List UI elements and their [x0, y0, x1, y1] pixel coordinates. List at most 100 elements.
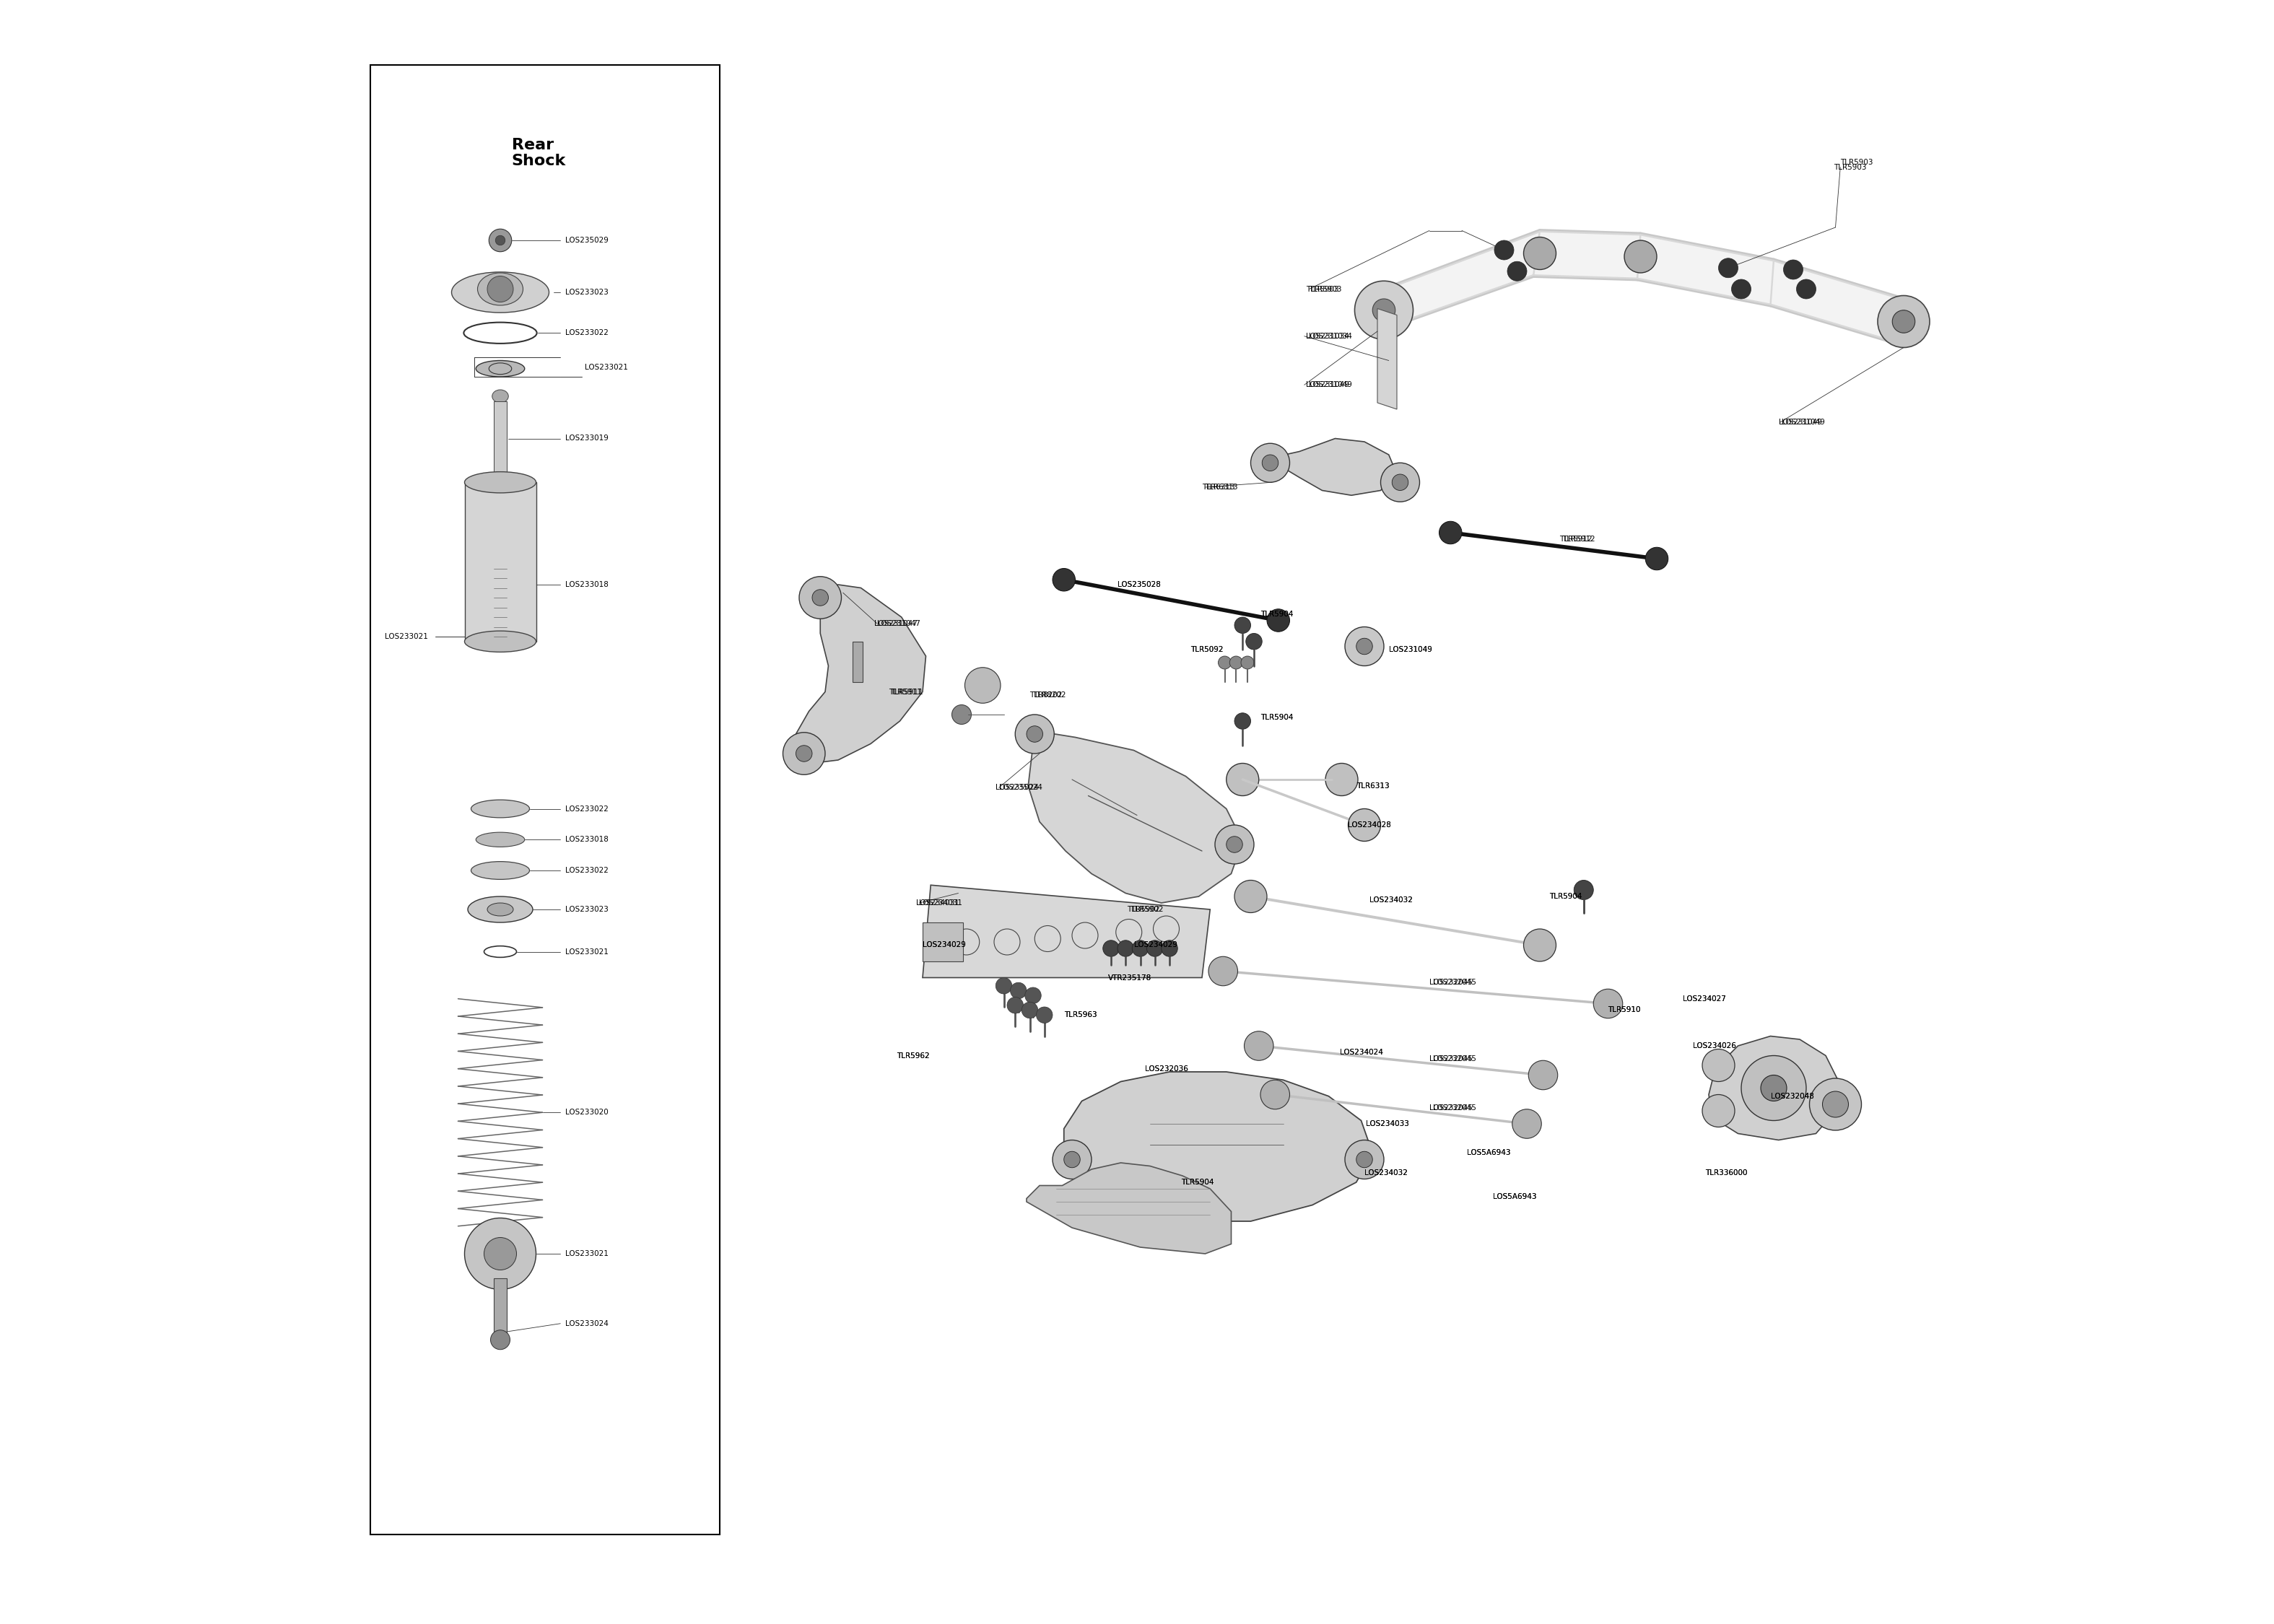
- Text: LOS234033: LOS234033: [1367, 1121, 1410, 1127]
- Text: LOS234028: LOS234028: [1348, 822, 1392, 828]
- Text: TLR5910: TLR5910: [1608, 1007, 1642, 1013]
- Text: LOS233018: LOS233018: [566, 836, 609, 843]
- Ellipse shape: [471, 799, 530, 818]
- Text: TLR5092: TLR5092: [1192, 646, 1223, 653]
- Text: LOS232036: LOS232036: [1146, 1065, 1189, 1072]
- Text: LOS233022: LOS233022: [566, 330, 609, 336]
- Circle shape: [1242, 656, 1253, 669]
- Text: LOS234024: LOS234024: [1339, 1049, 1383, 1056]
- Text: LOS5A6943: LOS5A6943: [1492, 1194, 1537, 1200]
- Circle shape: [1226, 836, 1242, 853]
- Text: TLR6313: TLR6313: [1355, 783, 1389, 789]
- Text: TLR6313: TLR6313: [1203, 484, 1235, 490]
- Circle shape: [1528, 1060, 1558, 1090]
- Text: TLR336000: TLR336000: [1706, 1169, 1749, 1176]
- Text: TLR8202: TLR8202: [1030, 692, 1062, 698]
- Text: LOS232045: LOS232045: [1433, 1056, 1476, 1062]
- Text: LOS5A6943: LOS5A6943: [1467, 1150, 1510, 1156]
- Circle shape: [1026, 987, 1041, 1004]
- Circle shape: [1392, 474, 1408, 490]
- Circle shape: [1344, 1140, 1385, 1179]
- Circle shape: [1021, 1002, 1037, 1018]
- Text: TLR8202: TLR8202: [1032, 692, 1067, 698]
- Text: LOS234032: LOS234032: [1369, 896, 1412, 903]
- Text: LOS233022: LOS233022: [566, 806, 609, 812]
- Text: LOS231034: LOS231034: [1310, 333, 1353, 339]
- Text: TLR5904: TLR5904: [1260, 715, 1294, 721]
- Ellipse shape: [475, 361, 525, 377]
- Circle shape: [1355, 1151, 1373, 1168]
- Text: LOS232045: LOS232045: [1433, 1104, 1476, 1111]
- Text: TLR5904: TLR5904: [1549, 893, 1583, 900]
- Circle shape: [1783, 260, 1803, 279]
- Text: TLR5904: TLR5904: [1260, 611, 1294, 617]
- Ellipse shape: [471, 861, 530, 880]
- Circle shape: [1524, 237, 1555, 270]
- Circle shape: [1344, 627, 1385, 666]
- Text: LOS5A6943: LOS5A6943: [1492, 1194, 1537, 1200]
- Circle shape: [1380, 463, 1419, 502]
- Text: LOS231049: LOS231049: [1305, 382, 1348, 388]
- Text: LOS233023: LOS233023: [566, 906, 609, 913]
- Polygon shape: [796, 585, 926, 763]
- Text: LOS233022: LOS233022: [566, 867, 609, 874]
- Circle shape: [1235, 617, 1251, 633]
- Bar: [371, 65, 719, 1535]
- Circle shape: [953, 705, 971, 724]
- Circle shape: [1251, 443, 1289, 482]
- Polygon shape: [1271, 438, 1396, 495]
- Circle shape: [1207, 957, 1237, 986]
- Text: LOS231049: LOS231049: [1783, 419, 1826, 425]
- Bar: [493, 401, 507, 479]
- Circle shape: [1235, 713, 1251, 729]
- Bar: [464, 482, 537, 641]
- Polygon shape: [1028, 731, 1242, 903]
- Circle shape: [1064, 1151, 1080, 1168]
- Circle shape: [1262, 455, 1278, 471]
- Circle shape: [1053, 1140, 1092, 1179]
- Ellipse shape: [475, 831, 525, 848]
- Text: LOS235024: LOS235024: [998, 784, 1041, 791]
- Circle shape: [1878, 296, 1931, 348]
- Circle shape: [1260, 1080, 1289, 1109]
- Text: TLR5912: TLR5912: [1562, 536, 1596, 542]
- Circle shape: [964, 667, 1001, 703]
- Text: TLR6313: TLR6313: [1355, 783, 1389, 789]
- Text: TLR5903: TLR5903: [1833, 164, 1867, 171]
- Text: LOS234032: LOS234032: [1369, 896, 1412, 903]
- Text: LOS235028: LOS235028: [1117, 581, 1160, 588]
- Text: TLR336000: TLR336000: [1706, 1169, 1749, 1176]
- Circle shape: [1235, 880, 1267, 913]
- Circle shape: [796, 745, 812, 762]
- Circle shape: [1026, 726, 1044, 742]
- Circle shape: [1007, 997, 1023, 1013]
- Ellipse shape: [453, 271, 548, 312]
- Circle shape: [1112, 1189, 1130, 1208]
- Circle shape: [1355, 638, 1373, 654]
- Circle shape: [1326, 763, 1358, 796]
- Text: LOS234029: LOS234029: [1135, 942, 1178, 948]
- Circle shape: [1146, 940, 1162, 957]
- Circle shape: [1037, 1007, 1053, 1023]
- Text: LOS234033: LOS234033: [1367, 1121, 1410, 1127]
- Circle shape: [1226, 763, 1260, 796]
- Text: TLR5092: TLR5092: [1192, 646, 1223, 653]
- Circle shape: [1439, 521, 1462, 544]
- Text: TLR5903: TLR5903: [1310, 286, 1342, 292]
- Circle shape: [487, 276, 514, 302]
- Text: LOS232048: LOS232048: [1771, 1093, 1815, 1099]
- Circle shape: [996, 978, 1012, 994]
- Circle shape: [1594, 989, 1624, 1018]
- Text: LOS233020: LOS233020: [566, 1109, 609, 1116]
- Text: LOS234027: LOS234027: [1683, 996, 1726, 1002]
- Text: LOS233021: LOS233021: [584, 364, 628, 370]
- Text: LOS234028: LOS234028: [1348, 822, 1392, 828]
- Circle shape: [1355, 281, 1412, 339]
- Text: TLR5904: TLR5904: [1260, 715, 1294, 721]
- Polygon shape: [1064, 1072, 1373, 1221]
- Text: TLR5904: TLR5904: [1260, 611, 1294, 617]
- Text: LOS232045: LOS232045: [1433, 979, 1476, 986]
- Ellipse shape: [468, 896, 532, 922]
- Text: TLR5904: TLR5904: [1549, 893, 1583, 900]
- Circle shape: [491, 1330, 509, 1350]
